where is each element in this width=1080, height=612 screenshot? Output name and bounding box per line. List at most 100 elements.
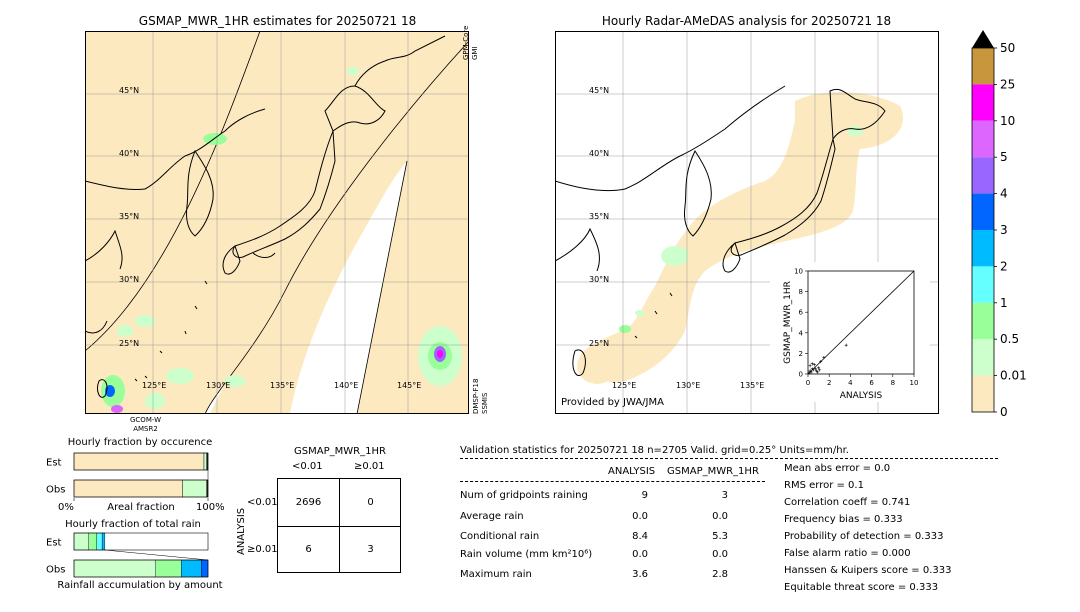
accumulation-category: Obs [46,565,65,576]
validation-header: Validation statistics for 20250721 18 n=… [460,445,849,456]
colorbar-box [972,120,994,158]
accumulation-segment [88,532,97,551]
colorbar-label: 1 [1000,296,1008,310]
colorbar: 50 25 10 5 4 3 2 1 0.5 0.01 0 [971,30,1027,418]
stat-analysis: 9 [641,490,648,501]
rlon-label-135: 135°E [740,381,765,390]
col-analysis: ANALYSIS [608,466,656,477]
y-tick-label: 2 [799,350,803,358]
accumulation-segment [73,559,156,578]
accumulation-title: Hourly fraction of total rain [65,519,201,530]
colorbar-label: 3 [1000,223,1008,237]
contingency-row-ge: ≥0.01 [247,544,278,555]
y-tick-label: 0 [799,371,803,379]
scatter-point [807,371,811,375]
stat-analysis: 8.4 [632,531,648,542]
score-mae: Mean abs error = 0.0 [784,463,891,474]
fraction-bars: Est Obs 0% 100% Areal fraction Hourly fractio… [46,452,225,578]
accumulation-segment [101,532,106,551]
rlon-label-130: 130°E [676,381,701,390]
colorbar-label: 10 [1000,114,1015,128]
rlon-label-125: 125°E [612,381,637,390]
scatter-point [813,367,817,371]
cell-miss: 6 [305,544,312,555]
cell-hit: 3 [367,544,374,555]
colorbar-box [972,375,994,412]
x-tick-label: 6 [869,379,874,387]
stat-gsmap: 0.0 [712,549,728,560]
y-tick-label: 4 [799,329,804,337]
validation-divider [460,458,998,459]
score-corr: Correlation coeff = 0.741 [784,497,911,508]
stat-gsmap: 0.0 [712,511,728,522]
right-map-title: Hourly Radar-AMeDAS analysis for 2025072… [601,14,892,28]
provider-label: Provided by JWA/JMA [561,397,664,408]
colorbar-box [972,84,994,121]
lon-label-135: 135°E [270,381,295,390]
colorbar-label: 5 [1000,150,1008,164]
colorbar-box [972,339,994,376]
occurrence-row [73,452,209,471]
score-pod: Probability of detection = 0.333 [784,531,944,542]
colorbar-label: 4 [1000,187,1008,201]
y-tick-label: 6 [799,309,804,317]
accumulation-category: Est [46,538,62,549]
stat-label: Num of gridpoints raining [460,490,588,501]
rlat-label-40: 40°N [589,149,610,158]
scatter-point [812,363,816,367]
score-far: False alarm ratio = 0.000 [784,548,911,559]
scatter-point [816,370,820,374]
stat-analysis: 0.0 [632,511,648,522]
lon-label-140: 140°E [334,381,359,390]
x-tick-label: 8 [891,379,895,387]
stat-label: Maximum rain [460,569,532,580]
lat-label-25: 25°N [119,339,140,348]
stat-label: Average rain [460,511,524,522]
cell-hit-none: 2696 [295,497,322,508]
rlat-label-35: 35°N [589,212,610,221]
colorbar-box [972,193,994,230]
occurrence-row [73,479,209,498]
accumulation-row [73,559,209,578]
x-tick-label: 2 [827,379,831,387]
scatter-point [822,356,826,360]
scatter-ylabel: GSMAP_MWR_1HR [783,281,793,364]
rlat-label-30: 30°N [589,275,610,284]
scatter-point [844,343,848,347]
contingency-row-axis: ANALYSIS [236,507,247,555]
colorbar-box [972,157,994,194]
lon-label-130: 130°E [206,381,231,390]
occurrence-segment [182,479,207,498]
stat-analysis: 3.6 [632,569,648,580]
rlat-label-45: 45°N [589,86,610,95]
stat-gsmap: 5.3 [712,531,728,542]
contingency-row-lt: <0.01 [247,497,278,508]
sensor-dmsp-f18: DMSP-F18 SSMIS [472,378,489,414]
score-rmse: RMS error = 0.1 [784,480,864,491]
scatter-point [810,362,814,366]
accumulation-connector [104,549,209,561]
y-tick-label: 10 [794,268,803,276]
colorbar-label: 2 [1000,259,1008,273]
occurrence-segment [73,452,205,471]
accumulation-segment [201,559,209,578]
accumulation-segment [155,559,182,578]
lat-label-45: 45°N [119,86,140,95]
accumulation-segment [96,532,103,551]
score-bias: Frequency bias = 0.333 [784,514,903,525]
occurrence-xlabel: Areal fraction [107,502,174,513]
colorbar-label: 0 [1000,405,1008,418]
stat-gsmap: 2.8 [712,569,728,580]
x-tick-label: 0 [806,379,810,387]
sensor-gpm-core: GPM-Core GMI [462,25,479,60]
occurrence-segment [73,479,183,498]
y-tick-label: 8 [799,288,803,296]
contingency-title: GSMAP_MWR_1HR [294,446,386,457]
left-map-title: GSMAP_MWR_1HR estimates for 20250721 18 [138,14,417,28]
lon-label-125: 125°E [142,381,167,390]
x-tick-label: 10 [910,379,919,387]
left-map [85,31,469,414]
scatter-diagonal [807,270,915,375]
scatter-point [818,368,822,372]
occurrence-category: Est [46,458,62,469]
